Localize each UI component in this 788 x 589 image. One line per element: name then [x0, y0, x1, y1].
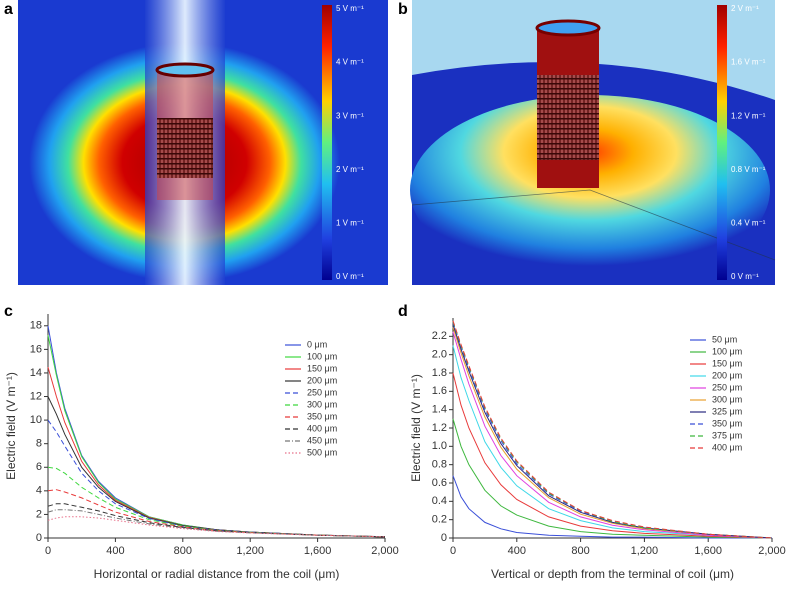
series-line — [47, 466, 386, 538]
colorbar-label: 1.6 V m⁻¹ — [731, 58, 766, 67]
y-tick-label: 1.0 — [432, 440, 447, 452]
series-line — [452, 327, 773, 539]
x-tick-label: 400 — [508, 545, 526, 557]
series-line — [47, 503, 386, 538]
legend-label: 400 μm — [307, 423, 337, 433]
series-line — [452, 372, 773, 539]
series-line — [452, 331, 773, 539]
x-tick-label: 2,000 — [758, 545, 786, 557]
x-axis-label: Horizontal or radial distance from the c… — [94, 567, 340, 581]
y-tick-label: 1.6 — [432, 385, 447, 397]
x-tick-label: 2,000 — [371, 545, 399, 557]
legend-label: 450 μm — [307, 435, 337, 445]
panel-a-image — [18, 0, 388, 285]
y-tick-label: 8 — [36, 438, 42, 450]
legend-label: 350 μm — [712, 418, 742, 428]
y-tick-label: 1.8 — [432, 367, 447, 379]
series-line — [47, 509, 386, 538]
x-tick-label: 1,200 — [631, 545, 659, 557]
x-axis-label: Vertical or depth from the terminal of c… — [491, 567, 734, 581]
legend-label: 0 μm — [307, 339, 327, 349]
y-tick-label: 14 — [30, 367, 42, 379]
legend-label: 150 μm — [307, 363, 337, 373]
y-tick-label: 0.2 — [432, 514, 447, 526]
legend-label: 200 μm — [307, 375, 337, 385]
legend-label: 500 μm — [307, 447, 337, 457]
colorbar-label: 0.8 V m⁻¹ — [731, 165, 766, 174]
panel-b-image — [410, 0, 776, 285]
y-tick-label: 18 — [30, 320, 42, 332]
legend-label: 100 μm — [307, 351, 337, 361]
legend-label: 300 μm — [712, 394, 742, 404]
x-tick-label: 400 — [106, 545, 124, 557]
y-tick-label: 4 — [36, 485, 42, 497]
legend-label: 325 μm — [712, 406, 742, 416]
panel-label: b — [398, 1, 408, 18]
x-tick-label: 0 — [450, 545, 456, 557]
colorbar-label: 1.2 V m⁻¹ — [731, 111, 766, 120]
y-tick-label: 0.4 — [432, 495, 447, 507]
y-axis-label: Electric field (V m⁻¹) — [4, 372, 18, 480]
y-tick-label: 10 — [30, 414, 42, 426]
legend-label: 400 μm — [712, 442, 742, 452]
legend-label: 150 μm — [712, 358, 742, 368]
colorbar-label: 2 V m⁻¹ — [731, 4, 759, 13]
x-tick-label: 1,600 — [304, 545, 332, 557]
legend-label: 250 μm — [712, 382, 742, 392]
colorbar-label: 4 V m⁻¹ — [336, 58, 364, 67]
y-axis-label: Electric field (V m⁻¹) — [409, 374, 423, 482]
y-tick-label: 16 — [30, 343, 42, 355]
legend-label: 350 μm — [307, 411, 337, 421]
series-line — [47, 516, 386, 538]
y-tick-label: 6 — [36, 461, 42, 473]
colorbar-label: 1 V m⁻¹ — [336, 219, 364, 228]
series-line — [452, 320, 773, 539]
colorbar-label: 0 V m⁻¹ — [731, 272, 759, 281]
legend-label: 250 μm — [307, 387, 337, 397]
series-line — [452, 345, 773, 539]
colorbar-label: 2 V m⁻¹ — [336, 165, 364, 174]
colorbar-label: 3 V m⁻¹ — [336, 111, 364, 120]
y-tick-label: 0.6 — [432, 477, 447, 489]
panel-label: d — [398, 303, 408, 320]
legend-label: 300 μm — [307, 399, 337, 409]
panel-label: c — [4, 303, 13, 320]
colorbar-label: 0 V m⁻¹ — [336, 272, 364, 281]
y-tick-label: 1.4 — [432, 404, 447, 416]
y-tick-label: 0.8 — [432, 459, 447, 471]
legend-label: 375 μm — [712, 430, 742, 440]
colorbar-label: 5 V m⁻¹ — [336, 4, 364, 13]
x-tick-label: 800 — [174, 545, 192, 557]
y-tick-label: 1.2 — [432, 422, 447, 434]
panel-label: a — [4, 1, 13, 18]
y-tick-label: 2.2 — [432, 330, 447, 342]
y-tick-label: 0 — [36, 532, 42, 544]
series-line — [452, 418, 773, 539]
legend-label: 100 μm — [712, 346, 742, 356]
x-tick-label: 0 — [45, 545, 51, 557]
x-tick-label: 1,600 — [694, 545, 722, 557]
y-tick-label: 0 — [441, 532, 447, 544]
y-tick-label: 12 — [30, 390, 42, 402]
y-tick-label: 2.0 — [432, 349, 447, 361]
legend-label: 50 μm — [712, 334, 737, 344]
legend-label: 200 μm — [712, 370, 742, 380]
series-line — [452, 475, 772, 539]
x-tick-label: 1,200 — [236, 545, 264, 557]
y-tick-label: 2 — [36, 508, 42, 520]
colorbar-label: 0.4 V m⁻¹ — [731, 219, 766, 228]
x-tick-label: 800 — [571, 545, 589, 557]
